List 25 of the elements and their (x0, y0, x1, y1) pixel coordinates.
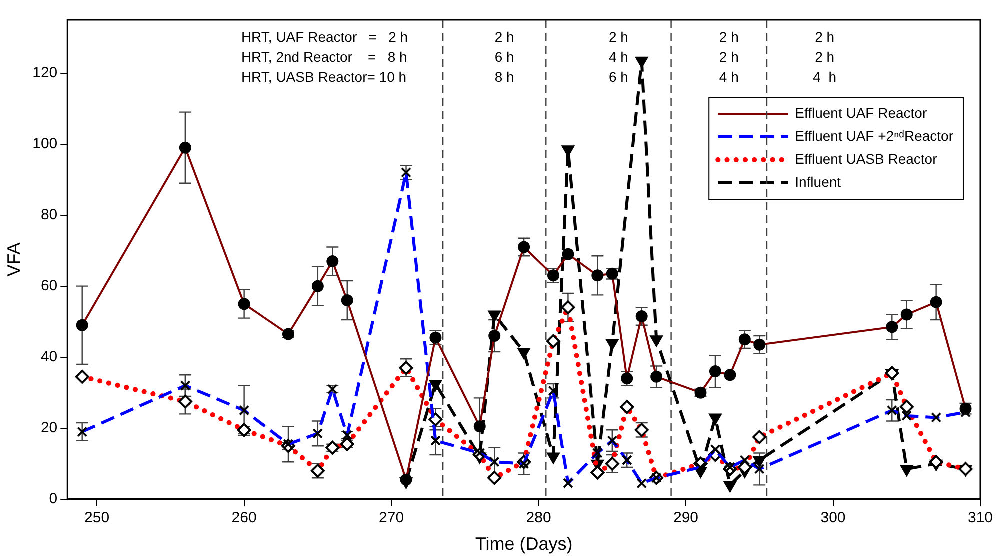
y-tick-label: 40 (40, 348, 58, 366)
annotation: 2 h 4 h 6 h (608, 29, 628, 85)
annotation: 2 h 6 h 8 h (494, 29, 514, 85)
x-tick-label: 290 (674, 510, 699, 527)
legend-label: Effluent UAF Reactor (795, 104, 928, 121)
y-tick-label: 60 (40, 277, 58, 294)
x-tick-label: 260 (232, 510, 257, 527)
annotation: 2 h 2 h 4 h (719, 29, 739, 85)
y-tick-label: 80 (40, 206, 58, 224)
x-tick-label: 270 (379, 510, 404, 527)
legend-label: Effluent UAF +2ⁿᵈReactor (795, 128, 954, 144)
legend-label: Influent (795, 174, 842, 190)
y-axis-title: VFA (4, 242, 24, 277)
annotation: 2 h 2 h 4 h (813, 29, 837, 85)
y-tick-label: 120 (32, 64, 58, 82)
legend-label: Effluent UASB Reactor (795, 150, 938, 167)
y-tick-label: 100 (32, 135, 58, 152)
x-tick-label: 300 (820, 510, 846, 527)
x-tick-label: 250 (84, 510, 110, 527)
x-tick-label: 280 (526, 510, 552, 527)
x-axis-title: Time (Days) (475, 534, 573, 554)
y-tick-label: 0 (49, 490, 58, 508)
x-tick-label: 310 (968, 510, 993, 527)
annotation: HRT, UAF Reactor = 2 h HRT, 2nd Reactor = 8 h HRT, UASB Reactor= 10 h (241, 29, 408, 85)
y-tick-label: 20 (40, 420, 58, 437)
